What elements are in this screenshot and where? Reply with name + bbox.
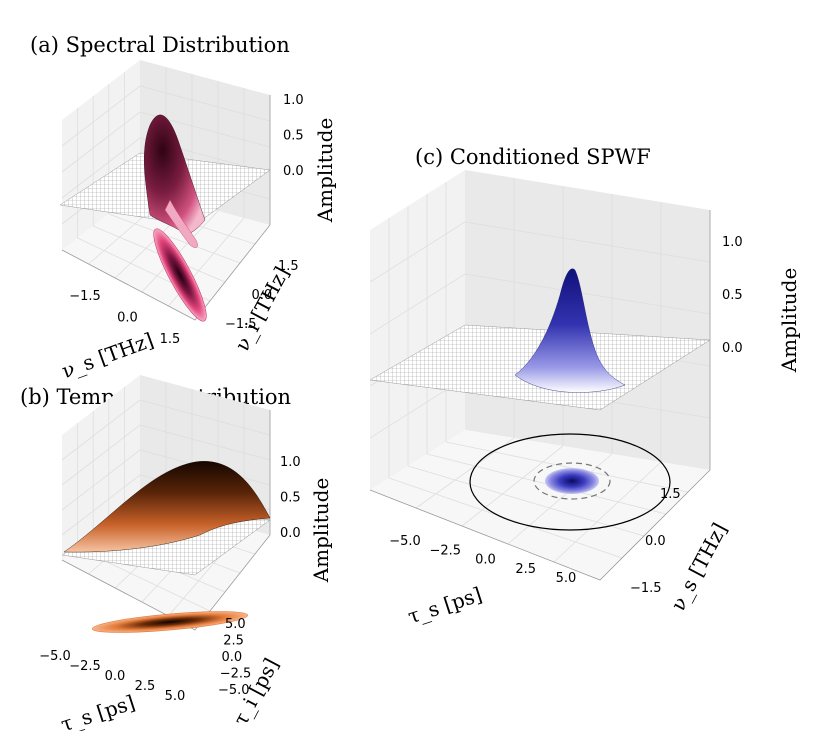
tick-y-b: −2.5 bbox=[220, 667, 252, 682]
tick-z-a: 0.5 bbox=[283, 129, 304, 144]
tick-x-b: −2.5 bbox=[69, 659, 101, 674]
title-c: (c) Conditioned SPWF bbox=[415, 145, 651, 169]
xlabel-c: τ_s [ps] bbox=[405, 582, 485, 628]
grid-floor-b-a bbox=[108, 213, 241, 264]
tick-x-b: 2.5 bbox=[135, 679, 156, 694]
ylabel-c: ν_s [THz] bbox=[666, 519, 732, 615]
grid-floor-a-a bbox=[141, 210, 219, 293]
zlabel-c: Amplitude bbox=[777, 268, 801, 374]
grid-floor-b-c bbox=[445, 441, 689, 493]
grid-h-b bbox=[61, 399, 271, 461]
tick-y-b: 2.5 bbox=[223, 634, 244, 649]
tick-y-a: 1.5 bbox=[278, 259, 299, 274]
tick-x-c: 0.0 bbox=[475, 553, 496, 568]
tick-x-c: −2.5 bbox=[429, 543, 461, 558]
tick-y-c: −1.5 bbox=[630, 581, 662, 596]
contour-circle-outer-c bbox=[469, 433, 671, 531]
grid-h-a bbox=[61, 111, 271, 173]
tick-y-b: −5.0 bbox=[218, 683, 250, 698]
tick-x-a: 0.0 bbox=[117, 311, 138, 326]
tick-y-c: 0.0 bbox=[645, 534, 666, 549]
tick-y-c: 1.5 bbox=[660, 487, 681, 502]
contour-b bbox=[91, 611, 249, 633]
grid-floor-a-c bbox=[553, 461, 662, 563]
title-a: (a) Spectral Distribution bbox=[30, 33, 290, 57]
grid-floor-a-c bbox=[415, 437, 515, 509]
box-edge-front-b bbox=[61, 534, 271, 631]
grid-floor-b-c bbox=[407, 465, 645, 537]
surface-peak-c bbox=[514, 268, 626, 393]
box-edge-front-a bbox=[61, 224, 271, 321]
tick-y-a: 0.0 bbox=[252, 288, 273, 303]
box-edges-a bbox=[61, 95, 271, 321]
contour-c bbox=[545, 468, 599, 494]
surface-peak-b bbox=[63, 461, 271, 553]
box-edges-b bbox=[61, 410, 271, 631]
tick-z-b: 0.5 bbox=[280, 491, 301, 506]
ylabel-a: ν_i [THz] bbox=[230, 263, 294, 355]
tick-x-b: −5.0 bbox=[39, 649, 71, 664]
box-edge-front-c bbox=[369, 469, 711, 581]
grid-floor-a-c bbox=[507, 453, 613, 545]
contour-a bbox=[153, 228, 207, 322]
tick-z-a: 1.0 bbox=[283, 93, 304, 108]
tick-x-a: 1.5 bbox=[160, 332, 181, 347]
grid-h-c bbox=[369, 273, 711, 335]
grid-h-a bbox=[61, 137, 271, 199]
tick-x-b: 5.0 bbox=[165, 689, 186, 704]
pane-right-c bbox=[465, 170, 710, 470]
xlabel-b: τ_s [ps] bbox=[58, 690, 138, 731]
grid-floor-a-c bbox=[461, 445, 564, 527]
tick-z-c: 0.0 bbox=[722, 341, 743, 356]
contour-circle-dashed-c bbox=[533, 462, 611, 500]
tick-z-b: 1.0 bbox=[280, 455, 301, 470]
tick-z-c: 1.0 bbox=[722, 235, 743, 250]
pane-left-c bbox=[370, 170, 465, 490]
grid-h-a bbox=[61, 85, 271, 147]
surface-trough-a bbox=[164, 199, 198, 248]
tick-z-c: 0.5 bbox=[722, 288, 743, 303]
tick-x-a: −1.5 bbox=[69, 289, 101, 304]
tick-z-a: 0.0 bbox=[283, 164, 304, 179]
grid-floor-b-c bbox=[388, 477, 623, 559]
grid-h-b bbox=[61, 424, 271, 486]
tick-x-b: 0.0 bbox=[105, 669, 126, 684]
tick-y-b: 0.0 bbox=[222, 650, 243, 665]
zlabel-a: Amplitude bbox=[313, 118, 337, 224]
xlabel-a: ν_s [THz] bbox=[59, 328, 157, 383]
tick-x-c: −5.0 bbox=[389, 534, 421, 549]
tick-y-b: 5.0 bbox=[225, 617, 246, 632]
grid-h-c bbox=[369, 221, 711, 283]
tick-y-a: −1.5 bbox=[225, 317, 257, 332]
tick-x-c: 2.5 bbox=[515, 562, 536, 577]
tick-x-c: 5.0 bbox=[556, 571, 577, 586]
zlabel-b: Amplitude bbox=[309, 478, 333, 584]
tick-z-b: 0.0 bbox=[280, 526, 301, 541]
